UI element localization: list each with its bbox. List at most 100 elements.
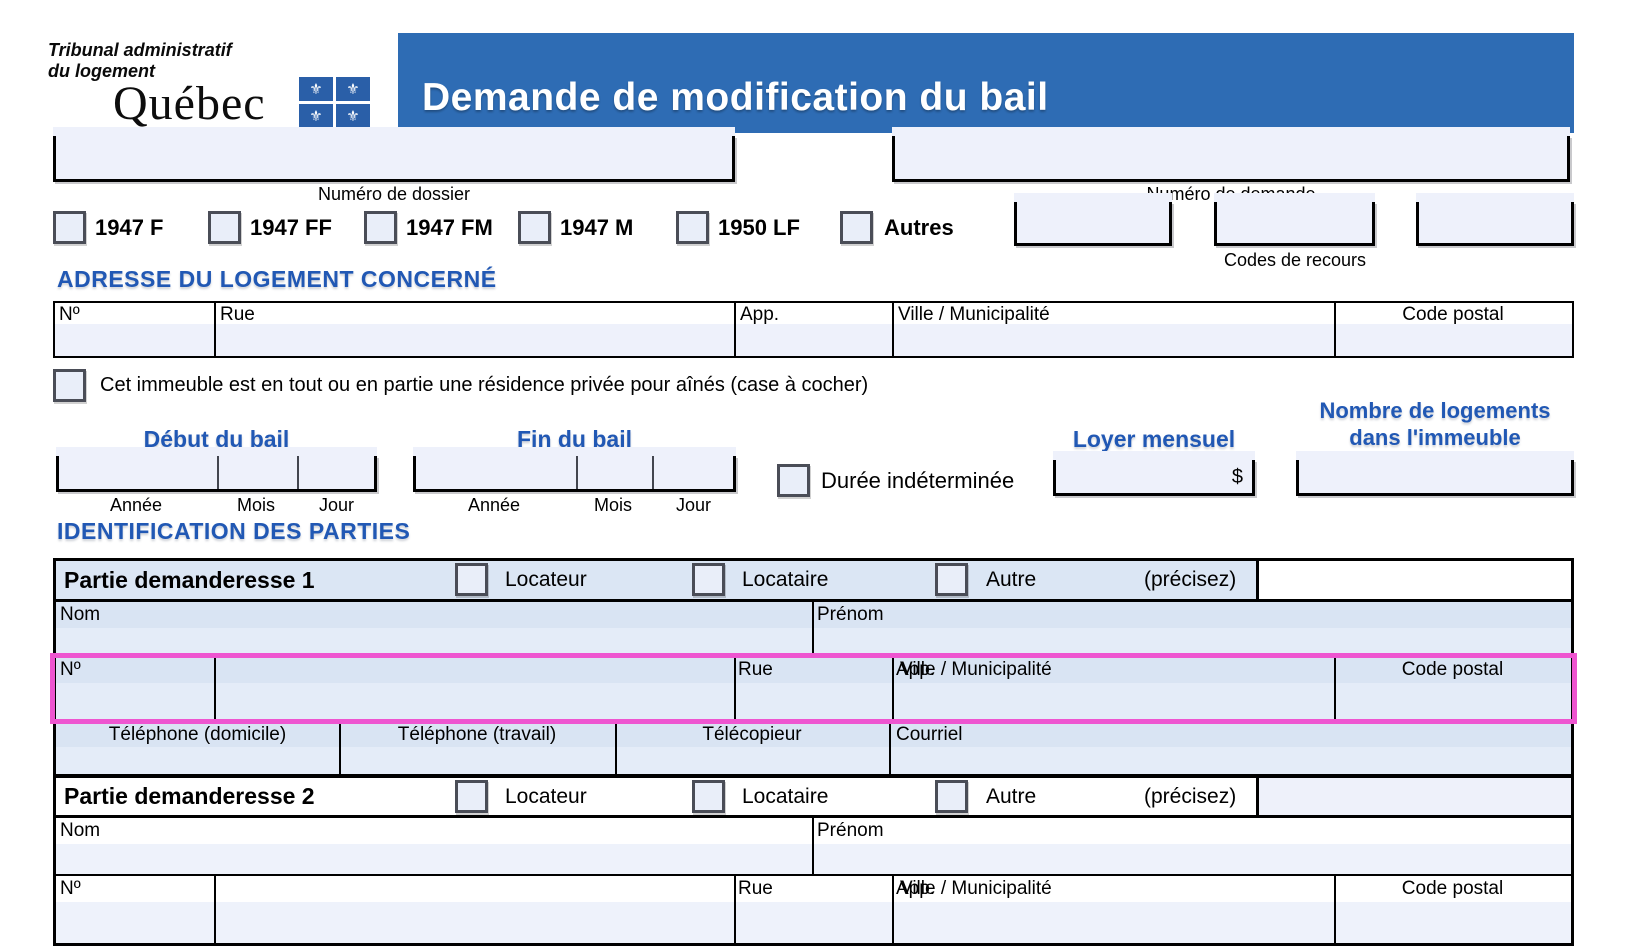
party1-locataire-label: Locataire bbox=[742, 568, 829, 591]
indeterminate-duration-label: Durée indéterminée bbox=[821, 467, 1015, 493]
party1-autre-checkbox[interactable] bbox=[935, 563, 968, 596]
party1-address-row[interactable]: Nº Rue App. Rue Ville / Municipalité Cod… bbox=[56, 657, 1571, 721]
party2-title: Partie demanderesse 2 bbox=[64, 783, 315, 809]
tribunal-logo-text: Tribunal administratif du logement bbox=[48, 40, 232, 82]
party1-header-row: Partie demanderesse 1 Locateur Locataire… bbox=[56, 561, 1571, 602]
parties-table: Partie demanderesse 1 Locateur Locataire… bbox=[53, 558, 1574, 946]
party2-cp-label: Code postal bbox=[1401, 878, 1504, 899]
label-1947FM: 1947 FM bbox=[406, 214, 493, 240]
party2-app-label: App. bbox=[896, 878, 936, 899]
column-divider bbox=[892, 657, 894, 719]
column-divider bbox=[812, 602, 814, 655]
party2-autre-checkbox[interactable] bbox=[935, 780, 968, 813]
party2-header-row: Partie demanderesse 2 Locateur Locataire… bbox=[56, 778, 1571, 818]
party2-locateur-label: Locateur bbox=[505, 784, 587, 808]
demande-number-field[interactable] bbox=[892, 127, 1570, 182]
party2-specify-label: (précisez) bbox=[1144, 784, 1237, 808]
dossier-number-label: Numéro de dossier bbox=[317, 184, 471, 204]
fleur-de-lis-icon: ⚜ bbox=[299, 77, 333, 101]
form-title: Demande de modification du bail bbox=[422, 76, 1049, 119]
parties-section-title: IDENTIFICATION DES PARTIES bbox=[57, 518, 411, 544]
party1-locateur-label: Locateur bbox=[505, 568, 587, 591]
date-divider bbox=[297, 456, 299, 489]
highlight-overlay bbox=[50, 653, 1577, 724]
column-divider bbox=[1334, 876, 1336, 943]
column-divider bbox=[734, 876, 736, 943]
column-divider bbox=[734, 303, 736, 356]
units-count-field[interactable] bbox=[1296, 451, 1574, 496]
start-month-label: Mois bbox=[236, 495, 275, 515]
checkbox-1947FM[interactable] bbox=[364, 211, 397, 244]
dossier-number-field[interactable] bbox=[53, 127, 735, 182]
column-divider bbox=[214, 303, 216, 356]
label-1950LF: 1950 LF bbox=[718, 214, 800, 240]
checkbox-1947M[interactable] bbox=[518, 211, 551, 244]
units-count-header-line2: dans l'immeuble bbox=[1349, 425, 1521, 450]
recourse-code-field-3[interactable] bbox=[1416, 193, 1574, 246]
tribunal-logo-line1: Tribunal administratif bbox=[48, 40, 232, 60]
address-postal-label: Code postal bbox=[1402, 304, 1504, 325]
column-divider bbox=[1334, 657, 1336, 719]
column-divider bbox=[214, 876, 216, 943]
seniors-residence-checkbox[interactable] bbox=[53, 369, 86, 402]
party2-locataire-checkbox[interactable] bbox=[692, 780, 725, 813]
checkbox-autres[interactable] bbox=[840, 211, 873, 244]
column-divider bbox=[892, 303, 894, 356]
recourse-codes-label: Codes de recours bbox=[1223, 250, 1367, 270]
date-divider bbox=[217, 456, 219, 489]
checkbox-1947FF[interactable] bbox=[208, 211, 241, 244]
monthly-rent-field[interactable]: $ bbox=[1053, 451, 1255, 496]
label-1947F: 1947 F bbox=[95, 214, 164, 240]
party1-contact-row[interactable]: Téléphone (domicile) Téléphone (travail)… bbox=[56, 721, 1571, 778]
column-divider bbox=[892, 876, 894, 943]
checkbox-1947F[interactable] bbox=[53, 211, 86, 244]
lease-start-date-field[interactable] bbox=[56, 447, 377, 492]
party1-prenom-label: Prénom bbox=[817, 604, 884, 625]
party1-locataire-checkbox[interactable] bbox=[692, 563, 725, 596]
quebec-wordmark: Québec bbox=[113, 77, 266, 130]
party1-ville-label2: Ville / Municipalité bbox=[900, 659, 1052, 680]
label-autres: Autres bbox=[884, 214, 954, 240]
party1-tel-home-label: Téléphone (domicile) bbox=[108, 724, 287, 745]
party1-fax-label: Télécopieur bbox=[702, 724, 802, 745]
address-no-label: Nº bbox=[59, 304, 80, 325]
party2-address-row[interactable]: Nº Rue App. Ville / Municipalité Code po… bbox=[56, 876, 1571, 943]
end-year-label: Année bbox=[467, 495, 521, 515]
party2-locataire-label: Locataire bbox=[742, 784, 829, 808]
party2-name-row[interactable]: Nom Prénom bbox=[56, 818, 1571, 876]
party1-rue-label: Rue bbox=[738, 659, 773, 680]
party2-prenom-label: Prénom bbox=[817, 820, 884, 841]
column-divider bbox=[734, 657, 736, 719]
monthly-rent-header: Loyer mensuel bbox=[1072, 426, 1236, 452]
party1-specify-field[interactable] bbox=[1256, 561, 1571, 599]
party1-email-label: Courriel bbox=[896, 724, 963, 745]
recourse-code-field-1[interactable] bbox=[1014, 193, 1172, 246]
party1-locateur-checkbox[interactable] bbox=[455, 563, 488, 596]
party1-specify-label: (précisez) bbox=[1144, 568, 1237, 591]
dwelling-address-table[interactable]: Nº Rue App. Ville / Municipalité Code po… bbox=[53, 301, 1574, 358]
address-section-title: ADRESSE DU LOGEMENT CONCERNÉ bbox=[57, 266, 497, 292]
party2-specify-field[interactable] bbox=[1256, 778, 1571, 815]
column-divider bbox=[812, 818, 814, 874]
party1-autre-label: Autre bbox=[986, 568, 1037, 591]
quebec-flag-logo: ⚜ ⚜ ⚜ ⚜ bbox=[299, 77, 370, 128]
column-divider bbox=[1334, 303, 1336, 356]
party2-rue-label: Rue bbox=[738, 878, 773, 899]
lease-end-date-field[interactable] bbox=[413, 447, 736, 492]
party1-name-row[interactable]: Nom Prénom bbox=[56, 602, 1571, 657]
address-app-label: App. bbox=[740, 304, 780, 325]
party2-locateur-checkbox[interactable] bbox=[455, 780, 488, 813]
end-day-label: Jour bbox=[675, 495, 711, 515]
party1-cp-label: Code postal bbox=[1401, 659, 1504, 680]
party2-no-label: Nº bbox=[60, 878, 81, 899]
form-title-banner: Demande de modification du bail bbox=[398, 33, 1574, 133]
column-divider bbox=[214, 657, 216, 719]
checkbox-1950LF[interactable] bbox=[676, 211, 709, 244]
recourse-code-field-2[interactable] bbox=[1214, 193, 1375, 246]
indeterminate-duration-checkbox[interactable] bbox=[777, 464, 810, 497]
fleur-de-lis-icon: ⚜ bbox=[336, 104, 370, 128]
fleur-de-lis-icon: ⚜ bbox=[336, 77, 370, 101]
seniors-residence-label: Cet immeuble est en tout ou en partie un… bbox=[100, 374, 869, 396]
party1-app-label: App. bbox=[896, 659, 936, 680]
end-month-label: Mois bbox=[593, 495, 632, 515]
